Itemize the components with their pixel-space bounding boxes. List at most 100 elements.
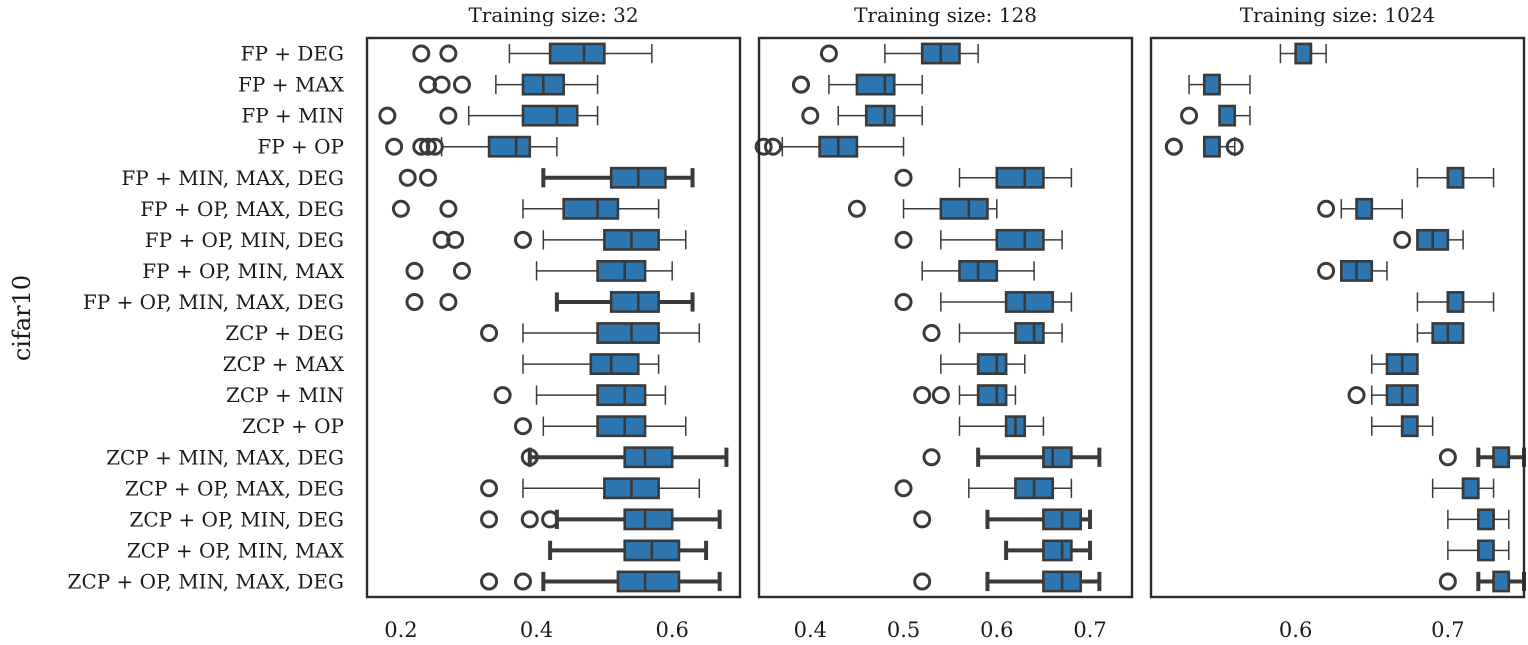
category-label: FP + MIN, MAX, DEG bbox=[121, 166, 344, 190]
box bbox=[1042, 539, 1073, 562]
outlier-point bbox=[480, 510, 499, 529]
outlier-point bbox=[480, 324, 499, 343]
x-tick-label: 0.4 bbox=[794, 618, 827, 642]
category-label: FP + MAX bbox=[238, 73, 345, 97]
outlier-point bbox=[378, 106, 397, 125]
box bbox=[562, 197, 620, 220]
outlier-point bbox=[1225, 137, 1244, 156]
outlier-point bbox=[922, 448, 941, 467]
outlier-point bbox=[452, 261, 471, 280]
category-label: FP + OP, MIN, DEG bbox=[145, 228, 344, 252]
category-label: ZCP + OP bbox=[242, 414, 344, 438]
outlier-point bbox=[1438, 572, 1457, 591]
box bbox=[1042, 446, 1073, 469]
outlier-point bbox=[894, 230, 913, 249]
outlier-point bbox=[439, 292, 458, 311]
x-tick-label: 0.6 bbox=[655, 618, 688, 642]
box bbox=[1355, 197, 1374, 220]
outlier-point bbox=[425, 137, 444, 156]
outlier-point bbox=[1317, 261, 1336, 280]
outlier-point bbox=[385, 137, 404, 156]
outlier-point bbox=[452, 75, 471, 94]
box bbox=[995, 228, 1045, 251]
outlier-point bbox=[1393, 230, 1412, 249]
x-tick-label: 0.7 bbox=[1073, 618, 1106, 642]
panel-1: Training size: 32 0.2 0.4 0.6 bbox=[365, 3, 742, 642]
box bbox=[1202, 73, 1221, 96]
x-tick-label: 0.7 bbox=[1431, 618, 1464, 642]
box bbox=[616, 570, 681, 593]
outlier-point bbox=[1164, 137, 1183, 156]
box bbox=[1014, 322, 1045, 344]
box bbox=[589, 353, 640, 376]
panel-title: Training size: 32 bbox=[468, 3, 638, 27]
outlier-point bbox=[513, 572, 532, 591]
category-label: ZCP + OP, MIN, DEG bbox=[129, 507, 344, 531]
x-tick-label: 0.6 bbox=[980, 618, 1013, 642]
outlier-point bbox=[432, 75, 451, 94]
box bbox=[1461, 477, 1480, 500]
outlier-point bbox=[922, 324, 941, 343]
panel-title: Training size: 1024 bbox=[1240, 3, 1436, 27]
box bbox=[548, 42, 606, 65]
outlier-point bbox=[419, 137, 438, 156]
panel-frame bbox=[757, 36, 1134, 599]
box bbox=[1004, 291, 1055, 313]
outlier-point bbox=[754, 137, 773, 156]
outlier-point bbox=[493, 386, 512, 405]
panel-3: Training size: 1024 0.6 0.7 bbox=[1149, 3, 1526, 642]
outlier-point bbox=[412, 44, 431, 63]
category-label: FP + DEG bbox=[241, 42, 344, 66]
category-label: ZCP + MIN bbox=[226, 383, 344, 407]
box bbox=[1446, 166, 1465, 189]
outlier-point bbox=[419, 168, 438, 187]
box bbox=[609, 291, 660, 313]
box bbox=[1202, 135, 1221, 158]
x-tick-label: 0.5 bbox=[887, 618, 920, 642]
box bbox=[1218, 104, 1237, 127]
box bbox=[521, 104, 579, 127]
outlier-point bbox=[894, 168, 913, 187]
outlier-point bbox=[480, 479, 499, 498]
outlier-point bbox=[913, 572, 932, 591]
box bbox=[1446, 291, 1465, 313]
outlier-point bbox=[894, 292, 913, 311]
outlier-point bbox=[1347, 386, 1366, 405]
box bbox=[976, 384, 1008, 407]
box bbox=[855, 73, 896, 96]
box bbox=[1492, 570, 1511, 593]
outlier-point bbox=[791, 75, 810, 94]
category-label: FP + OP bbox=[257, 135, 344, 159]
category-label: ZCP + OP, MIN, MAX, DEG bbox=[68, 569, 344, 593]
box bbox=[623, 508, 674, 531]
box bbox=[1477, 539, 1495, 562]
outlier-point bbox=[439, 199, 458, 218]
outlier-point bbox=[439, 44, 458, 63]
outlier-point bbox=[894, 479, 913, 498]
outlier-point bbox=[391, 199, 410, 218]
outlier-point bbox=[541, 510, 560, 529]
box bbox=[596, 259, 647, 282]
x-tick-label: 0.6 bbox=[1279, 618, 1312, 642]
outlier-point bbox=[931, 386, 950, 405]
box bbox=[995, 166, 1045, 189]
outlier-point bbox=[763, 137, 782, 156]
outlier-point bbox=[1317, 199, 1336, 218]
outlier-point bbox=[1438, 448, 1457, 467]
category-label: FP + OP, MAX, DEG bbox=[140, 197, 344, 221]
outlier-point bbox=[801, 106, 820, 125]
outlier-point bbox=[847, 199, 866, 218]
category-label: FP + OP, MIN, MAX bbox=[142, 259, 345, 283]
box bbox=[596, 384, 647, 407]
box bbox=[1492, 446, 1511, 469]
outlier-point bbox=[819, 44, 838, 63]
x-tick-label: 0.4 bbox=[520, 618, 553, 642]
box bbox=[864, 104, 896, 127]
category-label: ZCP + DEG bbox=[225, 321, 344, 345]
panel-frame bbox=[1149, 36, 1526, 599]
box bbox=[1294, 42, 1313, 65]
x-tick-label: 0.2 bbox=[384, 618, 417, 642]
category-label: ZCP + MIN, MAX, DEG bbox=[106, 445, 344, 469]
box bbox=[1477, 508, 1495, 531]
